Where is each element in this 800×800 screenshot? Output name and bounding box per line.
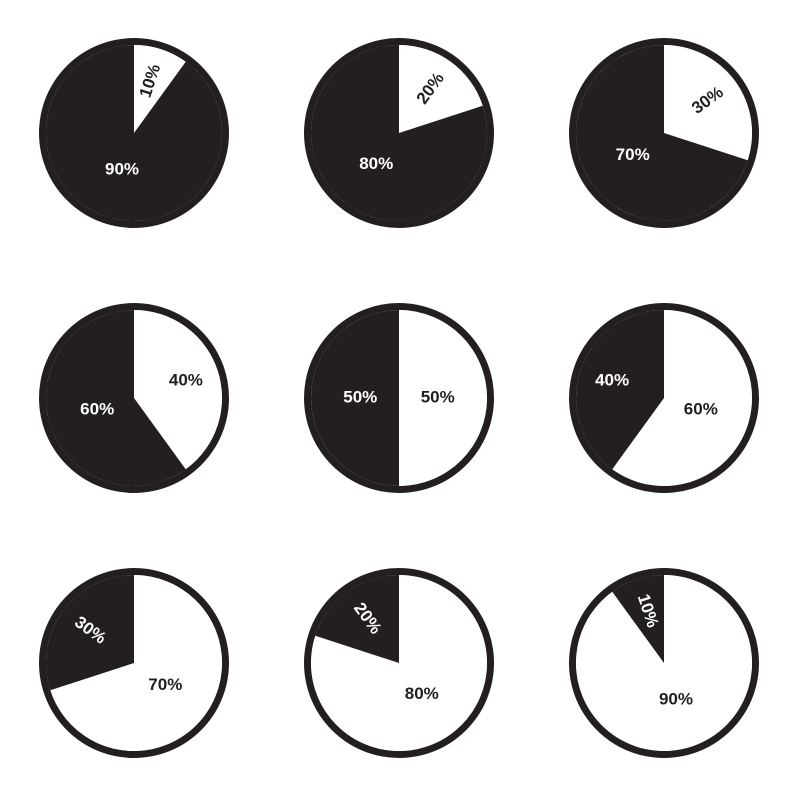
pie-slice [311,310,399,486]
pie-slice [576,44,748,221]
pie-slice [612,310,753,486]
pie-slice [45,310,186,486]
pie-slice [311,575,488,751]
slice-label: 80% [359,154,393,173]
pie-slice [399,45,483,133]
pie-slice [315,575,399,663]
slice-label: 60% [80,399,114,418]
pie-slice [576,575,753,751]
slice-label: 90% [105,159,139,178]
pie-slice [45,575,135,691]
pie-slice [399,310,487,486]
pie-slice [45,45,222,221]
pie-slice [612,575,664,663]
slice-label: 40% [169,371,203,390]
slice-label: 60% [684,399,718,418]
slice-label: 40% [595,371,629,390]
pie-slice [134,310,222,470]
slice-label: 70% [148,675,182,694]
slice-label: 50% [421,387,455,406]
slice-label: 50% [343,387,377,406]
slice-label: 70% [616,145,650,164]
pie-slice [664,45,753,161]
slice-label: 90% [659,689,693,708]
slice-label: 80% [405,684,439,703]
pie-slice [50,575,222,751]
pie-slice [134,45,186,133]
pie-slice [576,310,664,470]
pie-slice [311,45,488,222]
